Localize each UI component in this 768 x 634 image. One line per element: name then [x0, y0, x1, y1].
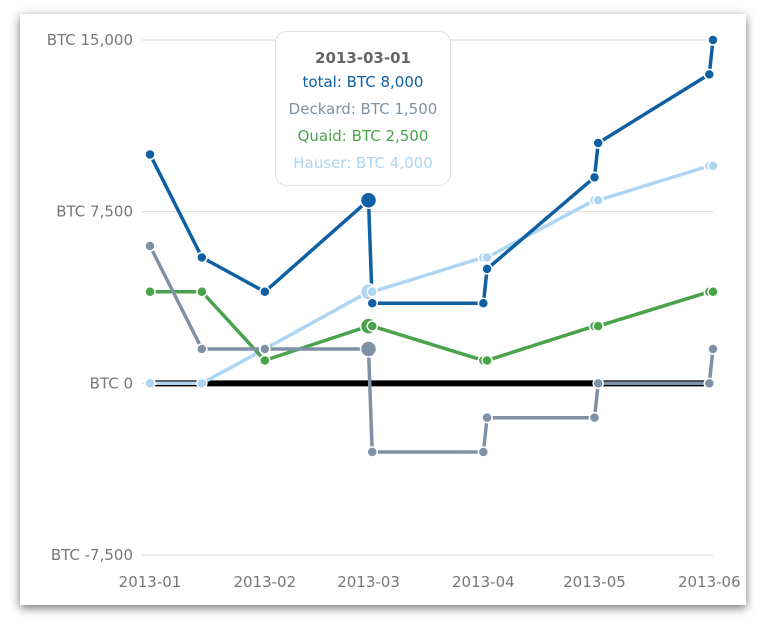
data-point-deckard[interactable] [359, 340, 378, 358]
data-point-quaid[interactable] [481, 354, 493, 367]
data-point-deckard[interactable] [259, 343, 271, 355]
data-point-hauser[interactable] [144, 377, 156, 390]
data-point-total[interactable] [707, 34, 719, 46]
y-tick-label: BTC 0 [90, 374, 133, 392]
data-point-total[interactable] [196, 251, 208, 264]
data-point-deckard[interactable] [481, 411, 493, 424]
x-tick-label: 2013-02 [233, 573, 296, 591]
series-points [144, 34, 719, 458]
data-point-total[interactable] [477, 297, 490, 309]
y-tick-label: BTC 7,500 [56, 203, 133, 221]
y-tick-label: BTC -7,500 [51, 546, 133, 564]
tooltip-row-quaid: Quaid: BTC 2,500 [297, 127, 429, 145]
data-point-hauser[interactable] [707, 160, 719, 172]
hover-tooltip: 2013-03-01 total: BTC 8,000 Deckard: BTC… [275, 31, 451, 186]
data-point-hauser[interactable] [481, 251, 493, 264]
data-point-deckard[interactable] [703, 377, 716, 390]
data-point-quaid[interactable] [196, 286, 208, 298]
x-tick-label: 2013-06 [678, 573, 741, 591]
y-tick-label: BTC 15,000 [47, 31, 133, 49]
data-point-deckard[interactable] [588, 411, 601, 424]
data-point-total[interactable] [144, 148, 156, 161]
data-point-quaid[interactable] [592, 320, 604, 332]
data-point-quaid[interactable] [259, 354, 271, 367]
data-point-total[interactable] [703, 68, 716, 81]
data-point-total[interactable] [592, 137, 604, 149]
data-point-total[interactable] [588, 171, 601, 184]
data-point-quaid[interactable] [707, 286, 719, 298]
data-point-deckard[interactable] [144, 240, 156, 252]
data-point-hauser[interactable] [592, 194, 604, 206]
data-point-hauser[interactable] [196, 377, 208, 390]
data-point-deckard[interactable] [366, 446, 378, 458]
data-point-total[interactable] [481, 263, 493, 275]
tooltip-title: 2013-03-01 [315, 49, 411, 67]
tooltip-row-deckard: Deckard: BTC 1,500 [288, 100, 438, 118]
data-point-hauser[interactable] [366, 286, 378, 298]
tooltip-row-total: total: BTC 8,000 [302, 73, 424, 91]
data-point-quaid[interactable] [144, 286, 156, 298]
data-point-deckard[interactable] [592, 377, 604, 390]
data-point-total[interactable] [366, 297, 378, 309]
x-tick-label: 2013-04 [452, 573, 515, 591]
data-point-deckard[interactable] [477, 446, 490, 458]
x-tick-label: 2013-03 [337, 573, 400, 591]
data-point-deckard[interactable] [707, 343, 719, 355]
data-point-quaid[interactable] [366, 320, 378, 332]
x-tick-label: 2013-01 [119, 573, 182, 591]
data-point-total[interactable] [259, 286, 271, 298]
tooltip-row-hauser: Hauser: BTC 4,000 [293, 154, 433, 172]
data-point-total[interactable] [359, 191, 378, 209]
data-point-deckard[interactable] [196, 343, 208, 355]
axis-layer: BTC -7,500 BTC 0 BTC 7,500 BTC 15,000 2013-0… [47, 31, 741, 591]
x-tick-label: 2013-05 [563, 573, 626, 591]
